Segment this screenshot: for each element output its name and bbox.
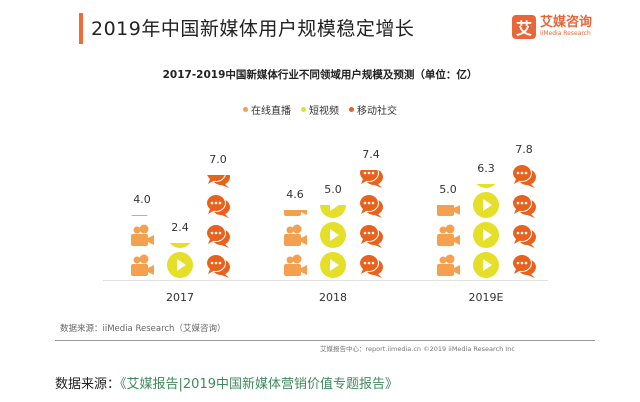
x-axis-baseline (103, 280, 548, 281)
video-camera-icon (129, 252, 155, 278)
legend-swatch (301, 107, 306, 112)
video-camera-icon (435, 252, 461, 278)
pictogram-bar (510, 161, 538, 278)
play-icon (473, 222, 499, 248)
legend-label: 移动社交 (357, 106, 397, 117)
play-icon (320, 252, 346, 278)
pictogram-bar (128, 211, 156, 278)
pictogram-bar (434, 201, 462, 278)
play-icon-partial (473, 184, 499, 188)
data-label: 7.4 (362, 147, 380, 161)
data-label: 4.6 (286, 188, 304, 202)
legend-label: 在线直播 (251, 106, 291, 117)
pictogram-bar (204, 171, 232, 278)
logo-name-cn: 艾媒咨询 (540, 15, 593, 30)
pictogram-bar (472, 180, 500, 278)
legend-swatch (349, 107, 354, 112)
play-icon-partial (167, 242, 193, 248)
logo-mark: 艾 (512, 15, 536, 39)
video-camera-icon (435, 222, 461, 248)
chat-bubbles-icon (511, 222, 537, 248)
legend-item: 短视频 (301, 102, 339, 117)
play-icon-partial (320, 205, 346, 218)
chat-bubbles-icon (511, 252, 537, 278)
pictogram-bar (319, 201, 347, 278)
video-camera-icon-partial (129, 214, 155, 218)
pictogram-bar (166, 239, 194, 278)
logo-name-en: iiMedia Research (540, 30, 591, 37)
data-label: 7.0 (209, 153, 227, 166)
chat-bubbles-icon (511, 192, 537, 218)
divider (55, 340, 595, 341)
play-icon (473, 192, 499, 218)
video-camera-icon (282, 222, 308, 248)
report-link[interactable]: 《艾媒报告|2019中国新媒体营销价值专题报告》 (120, 377, 398, 392)
data-label: 7.8 (515, 142, 533, 156)
source-note: 数据来源：iiMedia Research（艾媒咨询） (60, 324, 226, 334)
chat-bubbles-icon-partial (511, 164, 537, 188)
data-label: 2.4 (171, 220, 189, 234)
chat-bubbles-icon-partial (358, 169, 384, 188)
pictogram-bar (281, 206, 309, 278)
data-label: 4.0 (133, 192, 151, 206)
bottom-source-label: 数据来源： (55, 377, 121, 392)
play-icon (473, 252, 499, 278)
chat-bubbles-icon (205, 252, 231, 278)
video-camera-icon-partial (435, 205, 461, 218)
chat-bubbles-icon (358, 222, 384, 248)
title-accent-bar (79, 13, 83, 44)
chart-plot: 2017 4.0 2.4 7.0 2018 4.6 5.0 7.4 2019E 5.0 6.3 7.8 (128, 142, 538, 304)
legend: 在线直播 短视频 移动社交 (0, 102, 640, 117)
data-label: 5.0 (439, 183, 457, 196)
play-icon (320, 222, 346, 248)
chat-bubbles-icon (205, 192, 231, 218)
chart-title: 2017-2019中国新媒体行业不同领域用户规模及预测（单位：亿） (162, 69, 478, 81)
video-camera-icon-partial (282, 210, 308, 218)
bottom-source: 数据来源：《艾媒报告|2019中国新媒体营销价值专题报告》 (55, 373, 398, 392)
x-tick-label: 2018 (319, 291, 347, 304)
video-camera-icon (282, 252, 308, 278)
pictogram-bar (357, 166, 385, 278)
chat-bubbles-icon (358, 192, 384, 218)
chat-bubbles-icon-partial (205, 175, 231, 188)
legend-item: 在线直播 (243, 102, 291, 117)
footer-note: 艾媒报告中心：report.iimedia.cn ©2019 iiMedia R… (320, 345, 515, 353)
data-label: 5.0 (324, 183, 342, 196)
data-label: 6.3 (477, 162, 495, 176)
chat-bubbles-icon (205, 222, 231, 248)
legend-item: 移动社交 (349, 102, 397, 117)
x-tick-label: 2019E (468, 291, 504, 304)
page-title: 2019年中国新媒体用户规模稳定增长 (91, 18, 415, 40)
legend-swatch (243, 107, 248, 112)
chat-bubbles-icon (358, 252, 384, 278)
x-tick-label: 2017 (166, 291, 194, 304)
play-icon (167, 252, 193, 278)
legend-label: 短视频 (309, 106, 339, 117)
video-camera-icon (129, 222, 155, 248)
logo: 艾 艾媒咨询 iiMedia Research (512, 15, 592, 39)
